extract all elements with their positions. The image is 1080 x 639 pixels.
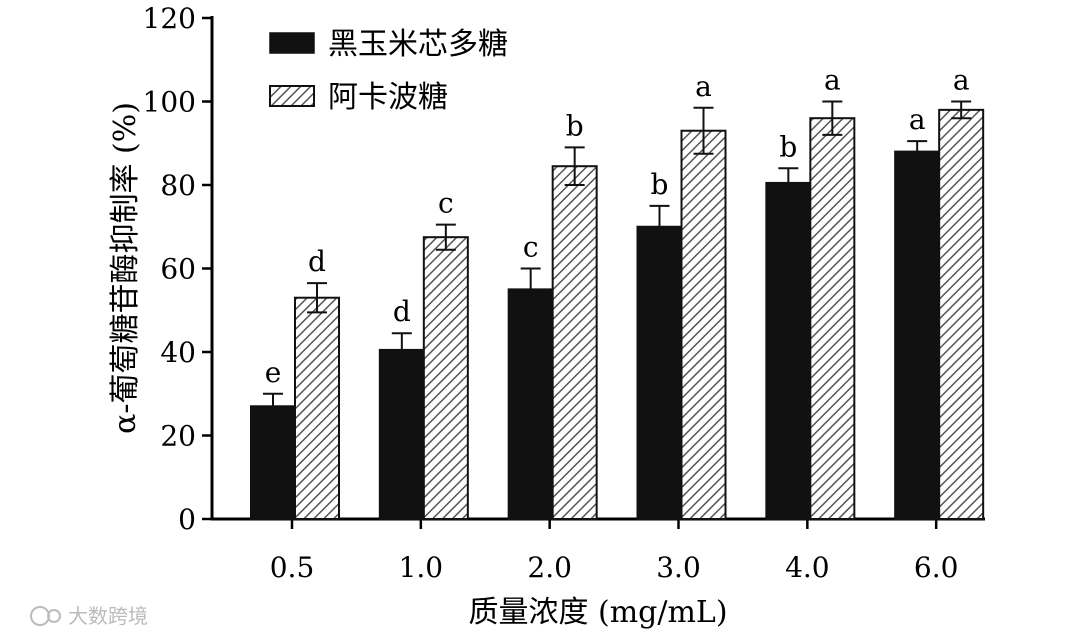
significance-label: c <box>523 231 539 264</box>
y-tick-label: 20 <box>160 420 196 453</box>
significance-label: d <box>308 245 326 278</box>
significance-label: b <box>566 109 584 142</box>
bar <box>422 236 469 520</box>
bar <box>378 348 425 520</box>
watermark: 大数跨境 <box>30 604 148 628</box>
legend-label-black-corn-polysaccharide: 黑玉米芯多糖 <box>328 27 508 62</box>
y-tick-label: 100 <box>143 86 196 119</box>
legend-swatch-acarbose <box>269 85 315 107</box>
bar <box>809 117 856 520</box>
y-axis-title: α-葡萄糖苷酶抑制率 (%) <box>108 102 143 434</box>
bar <box>680 129 727 520</box>
x-tick-label: 3.0 <box>656 551 701 584</box>
significance-label: d <box>393 295 411 328</box>
significance-label: a <box>953 64 970 97</box>
legend-swatch-black-corn-polysaccharide <box>269 32 315 54</box>
significance-label: a <box>824 64 841 97</box>
y-tick-label: 80 <box>160 169 196 202</box>
x-tick-label: 1.0 <box>399 551 444 584</box>
significance-label: c <box>438 187 454 220</box>
significance-label: a <box>909 103 926 136</box>
bars <box>250 100 985 520</box>
y-tick-label: 60 <box>160 253 196 286</box>
x-tick-label: 6.0 <box>914 551 959 584</box>
watermark-logo-icon <box>30 606 50 626</box>
y-tick-label: 120 <box>143 2 196 35</box>
watermark-logo-icon-inner <box>47 609 61 623</box>
bar <box>636 225 683 520</box>
significance-label: b <box>651 168 669 201</box>
bar <box>765 181 812 520</box>
x-axis-title: 质量浓度 (mg/mL) <box>468 595 727 630</box>
watermark-text: 大数跨境 <box>68 604 148 628</box>
bar <box>507 288 554 520</box>
legend-label-acarbose: 阿卡波糖 <box>328 80 448 115</box>
x-tick-label: 0.5 <box>270 551 315 584</box>
x-tick-label: 2.0 <box>527 551 572 584</box>
bar <box>938 108 985 520</box>
significance-label: a <box>695 70 712 103</box>
legend: 黑玉米芯多糖 阿卡波糖 <box>269 27 508 115</box>
significance-label: b <box>779 130 797 163</box>
y-tick-label: 40 <box>160 336 196 369</box>
y-tick-label: 0 <box>178 503 196 536</box>
x-tick-label: 4.0 <box>785 551 830 584</box>
bar <box>551 165 598 520</box>
bar <box>294 296 340 520</box>
bar <box>250 405 296 520</box>
bar <box>894 150 941 520</box>
significance-label: e <box>265 356 282 389</box>
axes: 0 20 40 60 80 100 120 0.5 1.0 2.0 3.0 4.0 6.0 <box>143 2 985 584</box>
